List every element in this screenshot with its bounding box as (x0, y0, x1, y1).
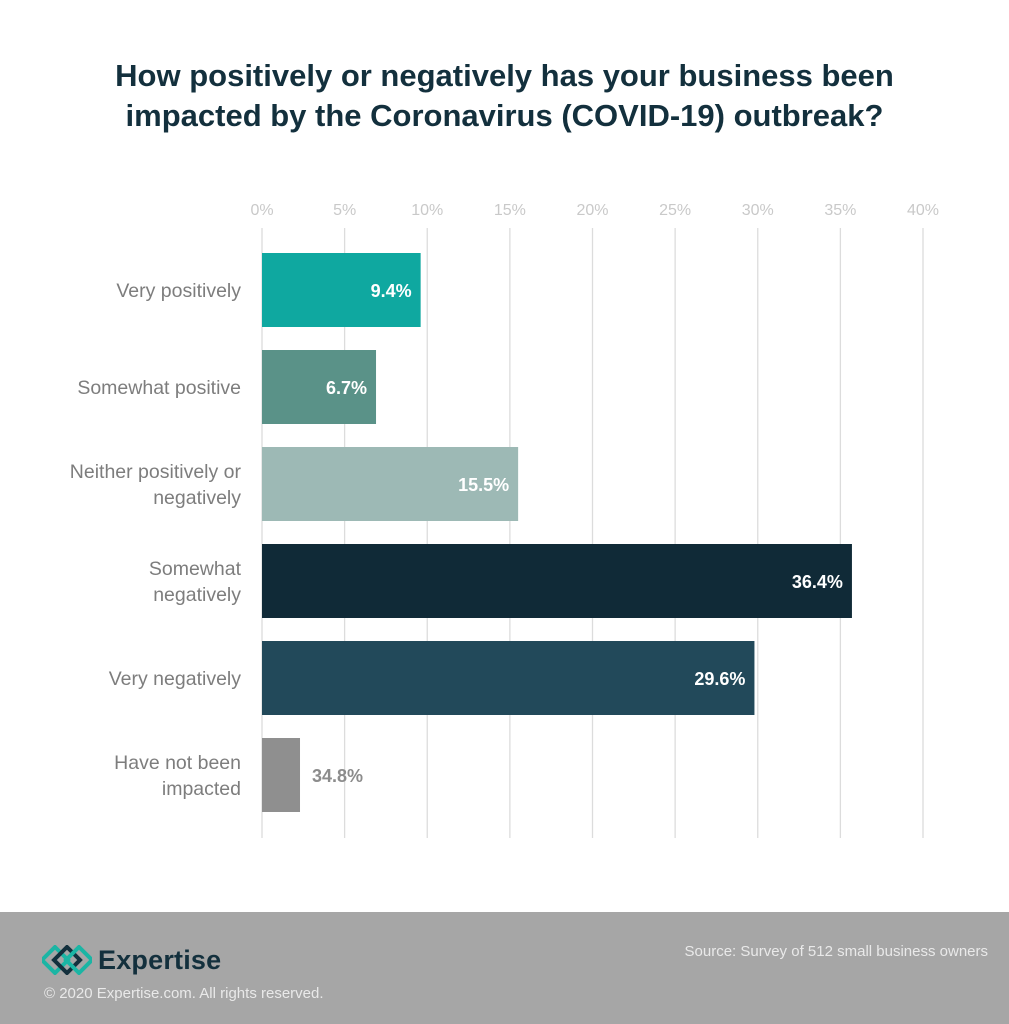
value-labels: 9.4% 6.7% 15.5% 36.4% 29.6% 34.8% (312, 281, 843, 786)
bars (262, 253, 852, 812)
x-tick-label: 15% (494, 202, 526, 219)
x-tick-label: 25% (659, 202, 691, 219)
footer: Expertise © 2020 Expertise.com. All righ… (0, 912, 1009, 1024)
value-label: 34.8% (312, 766, 363, 786)
bar-chart: 0% 5% 10% 15% 20% 25% 30% 35% 40% Very positivel… (70, 202, 939, 838)
category-label: negatively (153, 584, 241, 606)
category-label: Very negatively (109, 668, 241, 690)
value-label: 15.5% (458, 475, 509, 495)
value-label: 36.4% (792, 572, 843, 592)
category-labels: Very positively Somewhat positive Neither … (70, 280, 242, 800)
value-label: 29.6% (694, 669, 745, 689)
source-text: Source: Survey of 512 small business own… (684, 943, 988, 960)
category-label: impacted (162, 778, 241, 800)
x-tick-label: 35% (824, 202, 856, 219)
x-tick-label: 0% (250, 202, 273, 219)
bar (262, 350, 377, 424)
bar (262, 447, 519, 521)
chart-title-line-1: How positively or negatively has your bu… (115, 58, 894, 93)
bar (262, 253, 421, 327)
chart-title: How positively or negatively has your bu… (0, 56, 1009, 136)
category-label: negatively (153, 487, 241, 509)
bar (262, 738, 301, 812)
expertise-logo[interactable]: Expertise (42, 942, 221, 978)
category-label: Somewhat (149, 558, 242, 580)
gridlines (261, 228, 924, 838)
x-tick-label: 30% (742, 202, 774, 219)
chart-title-line-2: impacted by the Coronavirus (COVID-19) o… (125, 98, 884, 133)
copyright-text: © 2020 Expertise.com. All rights reserve… (44, 985, 324, 1002)
bar (262, 641, 755, 715)
x-tick-label: 40% (907, 202, 939, 219)
x-tick-label: 20% (576, 202, 608, 219)
bar (262, 544, 852, 618)
brand-name: Expertise (98, 944, 222, 975)
x-tick-label: 10% (411, 202, 443, 219)
expertise-logo-icon (42, 945, 92, 975)
x-tick-label: 5% (333, 202, 356, 219)
category-label: Neither positively or (70, 461, 242, 483)
x-axis-ticks: 0% 5% 10% 15% 20% 25% 30% 35% 40% (250, 202, 939, 219)
category-label: Very positively (116, 280, 241, 302)
value-label: 6.7% (326, 378, 367, 398)
category-label: Have not been (114, 752, 241, 774)
value-label: 9.4% (371, 281, 412, 301)
category-label: Somewhat positive (77, 377, 241, 399)
